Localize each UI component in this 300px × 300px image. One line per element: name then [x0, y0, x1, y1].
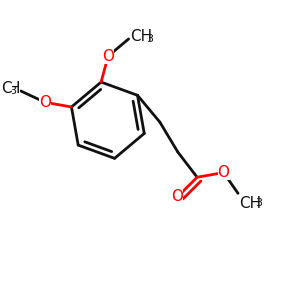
Text: H: H	[8, 81, 20, 96]
Text: CH: CH	[130, 29, 152, 44]
Text: O: O	[171, 189, 183, 204]
Text: O: O	[39, 95, 51, 110]
Text: 3: 3	[255, 198, 262, 208]
Text: 3: 3	[9, 86, 16, 96]
Text: 3: 3	[146, 34, 153, 44]
Text: C: C	[2, 81, 12, 96]
Text: O: O	[102, 49, 114, 64]
Text: CH: CH	[238, 196, 261, 211]
Text: O: O	[218, 165, 230, 180]
